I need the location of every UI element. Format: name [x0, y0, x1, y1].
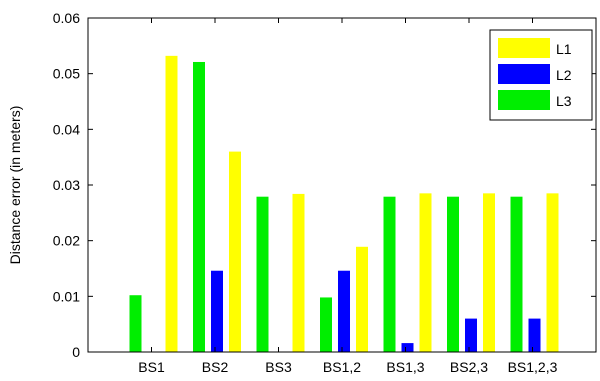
legend-label-l2: L2 — [556, 67, 572, 83]
bar-l3-bs2-3 — [447, 196, 459, 352]
legend-swatch-l1 — [498, 38, 550, 58]
bar-l2-bs2-3 — [465, 318, 477, 352]
bar-l3-bs1-3 — [383, 196, 396, 352]
y-tick-label: 0.03 — [53, 177, 80, 193]
y-tick-label: 0 — [72, 344, 80, 360]
x-tick-label: BS1,3 — [386, 359, 424, 375]
bar-l3-bs2 — [193, 61, 205, 353]
x-tick-label: BS3 — [265, 359, 292, 375]
y-tick-label: 0.01 — [53, 288, 80, 304]
bar-l1-bs1-2 — [356, 246, 368, 352]
y-tick-label: 0.02 — [53, 233, 80, 249]
axes-frame — [87, 17, 597, 353]
y-tick-label: 0.06 — [53, 10, 80, 26]
x-tick-label: BS1 — [138, 359, 165, 375]
bar-l2-bs1-3 — [401, 343, 414, 352]
bar-l1-bs2-3 — [483, 193, 495, 352]
bar-l1-bs1-3 — [419, 193, 432, 352]
legend: L1 L2 L3 — [489, 29, 593, 121]
axes: BS1 BS2 BS3 BS1,2 BS1,3 BS2,3 BS1,2,3 0 0.01 0.02… — [53, 10, 597, 375]
x-tick-label: BS2 — [202, 359, 229, 375]
bar-l3-bs1 — [129, 295, 142, 352]
bar-l1-bs1-2-3 — [546, 193, 559, 352]
y-axis-title: Distance error (in meters) — [7, 106, 23, 265]
bar-l1-bs2 — [229, 151, 241, 352]
y-tick-label: 0.05 — [53, 66, 80, 82]
x-tick-label: BS2,3 — [450, 359, 488, 375]
y-tick-label: 0.04 — [53, 121, 80, 137]
legend-label-l3: L3 — [556, 93, 572, 109]
bar-l2-bs2 — [211, 270, 223, 352]
x-tick-label: BS1,2,3 — [508, 359, 558, 375]
x-tick-label: BS1,2 — [323, 359, 361, 375]
legend-swatch-l3 — [498, 90, 550, 110]
bar-l1-bs1 — [165, 55, 178, 352]
bar-l1-bs3 — [292, 193, 305, 352]
bar-l3-bs1-2-3 — [510, 196, 523, 352]
legend-label-l1: L1 — [556, 41, 572, 57]
bar-l2-bs1-2-3 — [528, 318, 541, 352]
bar-l3-bs1-2 — [320, 297, 332, 352]
legend-swatch-l2 — [498, 64, 550, 84]
bar-l3-bs3 — [256, 196, 269, 352]
bar-l2-bs1-2 — [338, 270, 350, 352]
